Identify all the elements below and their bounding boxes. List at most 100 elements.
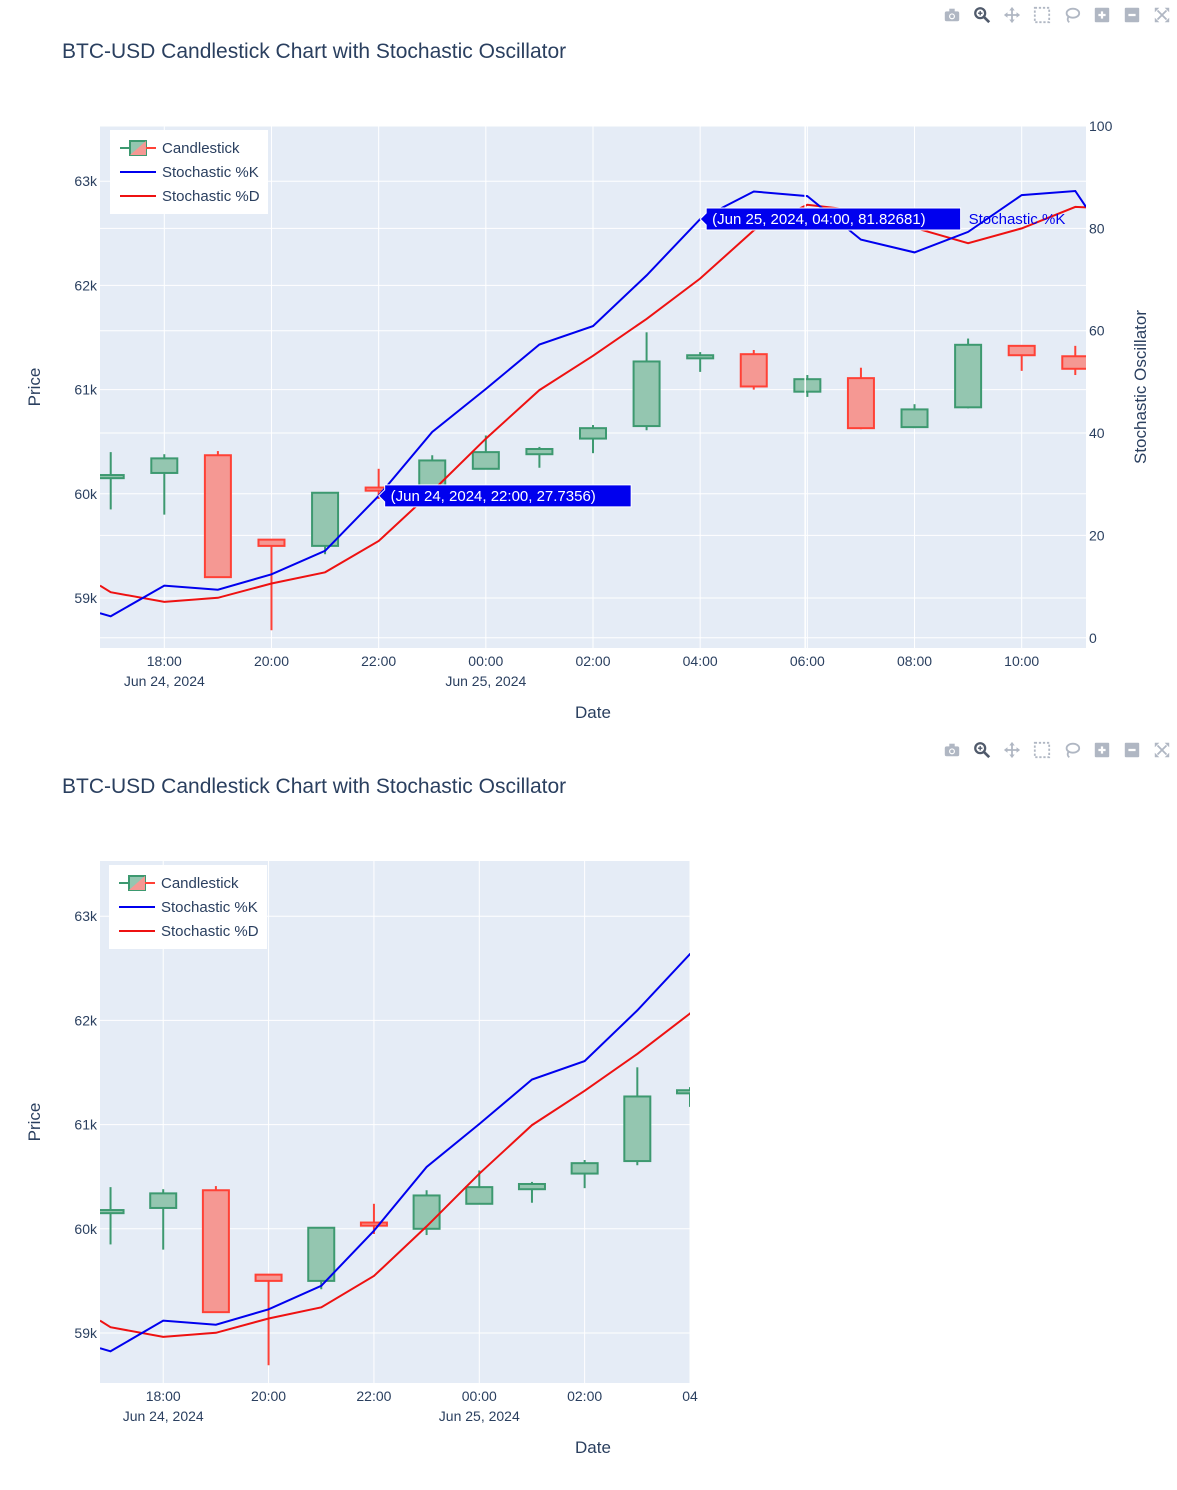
zoom-icon[interactable] — [969, 739, 995, 761]
candle — [100, 1187, 125, 1245]
lasso-icon[interactable] — [1059, 4, 1085, 26]
zoom-out-icon[interactable] — [1119, 4, 1145, 26]
candle — [954, 338, 983, 409]
y-tick-label: 59k — [74, 1325, 98, 1341]
x-tick-label: 06:00 — [790, 653, 825, 669]
legend-label-candlestick: Candlestick — [162, 139, 240, 157]
x-tick-label: 20:00 — [254, 653, 289, 669]
pan-icon[interactable] — [999, 4, 1025, 26]
candle — [412, 1190, 441, 1236]
candle-body — [1007, 344, 1036, 357]
stochastic-k-line — [100, 189, 1086, 618]
camera-icon[interactable] — [939, 4, 965, 26]
y-tick-label: 60k — [74, 486, 98, 502]
candle — [201, 1186, 230, 1314]
legend-label-stochastic-d: Stochastic %D — [161, 922, 259, 940]
candle-body — [793, 378, 822, 393]
candle — [888, 1139, 914, 1163]
candle — [623, 1067, 652, 1166]
zoom-in-icon[interactable] — [1089, 4, 1115, 26]
x-tick-label: 18:00 — [146, 1388, 181, 1404]
candle-body — [465, 1186, 494, 1205]
candle — [517, 1181, 546, 1203]
y-tick-label: 63k — [74, 908, 98, 924]
candle — [900, 404, 929, 429]
y-axis-title: Price — [25, 1103, 44, 1142]
candle — [307, 1226, 336, 1290]
candle — [730, 1085, 756, 1125]
plot-marks — [100, 189, 1086, 631]
candle-body — [686, 354, 715, 360]
candle-body — [900, 408, 929, 429]
candle-body — [579, 427, 607, 440]
camera-icon[interactable] — [939, 739, 965, 761]
candle — [150, 454, 179, 515]
legend-label-stochastic-k: Stochastic %K — [162, 163, 259, 181]
y-tick-label: 62k — [74, 277, 98, 293]
plot-area[interactable]: 18:00 Jun 24, 2024 20:00 22:00 00:00 Jun 25, … — [0, 0, 1177, 735]
autoscale-icon[interactable] — [1149, 4, 1175, 26]
y2-tick-label: 0 — [1089, 630, 1097, 646]
x-tick-label: 00:00 — [468, 653, 503, 669]
box-select-icon[interactable] — [1029, 4, 1055, 26]
legend-item-stochastic-k[interactable]: Stochastic %K — [118, 160, 260, 184]
plot-area[interactable]: 18:00 Jun 24, 2024 20:00 22:00 00:00 Jun 25, … — [0, 735, 1177, 1490]
legend-item-stochastic-k[interactable]: Stochastic %K — [117, 895, 259, 919]
y2-tick-label: 60 — [1089, 323, 1105, 339]
hover-label: (Jun 24, 2024, 22:00, 27.7356) — [377, 484, 632, 508]
chart-title: BTC-USD Candlestick Chart with Stochasti… — [62, 40, 567, 63]
legend-item-stochastic-d[interactable]: Stochastic %D — [118, 184, 260, 208]
candle-body — [525, 447, 554, 456]
hover-label-box — [699, 207, 962, 231]
y2-axis-title: Stochastic Oscillator — [1131, 310, 1150, 464]
candle-body — [471, 451, 500, 470]
line-legend-icon — [119, 930, 155, 932]
candle-body — [993, 1081, 1019, 1090]
candle-body — [254, 1273, 283, 1282]
candle — [846, 367, 875, 430]
candle-body — [730, 1089, 756, 1121]
candle — [579, 425, 607, 454]
box-select-icon[interactable] — [1029, 739, 1055, 761]
candle-body — [203, 454, 232, 579]
candle — [149, 1189, 178, 1250]
candle — [835, 1103, 861, 1164]
zoom-in-icon[interactable] — [1089, 739, 1115, 761]
candle — [100, 452, 125, 510]
line-legend-icon — [120, 171, 156, 173]
legend-item-candlestick[interactable]: Candlestick — [117, 871, 259, 895]
x-tick-label: 18:00 — [147, 653, 182, 669]
pan-icon[interactable] — [999, 739, 1025, 761]
y2-tick-label: 100 — [1089, 118, 1113, 134]
lasso-icon[interactable] — [1059, 739, 1085, 761]
x-tick-label: 02:00 — [575, 653, 610, 669]
x-tick-date-label: Jun 25, 2024 — [439, 1408, 520, 1424]
candle-body — [888, 1144, 914, 1162]
x-tick-date-label: Jun 24, 2024 — [123, 1408, 204, 1424]
candle-body — [623, 1095, 652, 1163]
candle-body — [835, 1113, 861, 1163]
legend-item-stochastic-d[interactable]: Stochastic %D — [117, 919, 259, 943]
legend-label-candlestick: Candlestick — [161, 874, 239, 892]
candle-body — [940, 1080, 966, 1143]
candle — [525, 446, 554, 468]
legend-item-candlestick[interactable]: Candlestick — [118, 136, 260, 160]
candle — [257, 538, 286, 631]
candle — [311, 491, 340, 555]
candle — [1007, 344, 1036, 371]
x-tick-label: 22:00 — [361, 653, 396, 669]
zoom-icon[interactable] — [969, 4, 995, 26]
x-tick-label: 00:00 — [462, 1388, 497, 1404]
legend: Candlestick Stochastic %K Stochastic %D — [110, 130, 268, 214]
candle — [203, 451, 232, 579]
zoom-out-icon[interactable] — [1119, 739, 1145, 761]
candle — [1046, 1081, 1072, 1110]
x-tick-label: 22:00 — [356, 1388, 391, 1404]
y2-tick-label: 80 — [1089, 220, 1105, 236]
autoscale-icon[interactable] — [1149, 739, 1175, 761]
candle — [793, 375, 822, 397]
x-tick-label: 10:00 — [1004, 653, 1039, 669]
y-tick-label: 61k — [74, 382, 98, 398]
line-legend-icon — [120, 195, 156, 197]
y-tick-label: 62k — [74, 1012, 98, 1028]
